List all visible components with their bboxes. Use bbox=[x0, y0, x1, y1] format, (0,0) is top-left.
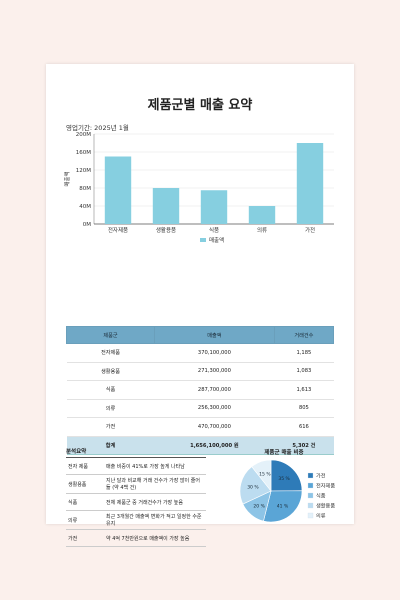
analysis-category: 생활용품 bbox=[66, 474, 104, 494]
table-header: 제품군 bbox=[66, 326, 155, 344]
analysis-category: 식품 bbox=[66, 493, 104, 511]
legend-swatch bbox=[307, 492, 314, 499]
legend-label: 생활용품 bbox=[316, 502, 335, 510]
y-tick-label: 40M bbox=[79, 204, 91, 210]
analysis-table: 전자 제품 매출 비중이 41%로 가장 높게 나타남 생활용품 지난 달과 비… bbox=[66, 457, 206, 547]
analysis-row: 가전 약 4억 7천만원으로 매출액이 가장 높음 bbox=[66, 529, 206, 547]
legend-label: 매출액 bbox=[209, 236, 224, 244]
table-row: 생활용품 271,300,000 1,083 bbox=[66, 362, 334, 381]
bar bbox=[104, 156, 132, 224]
table-row: 가전 470,700,000 616 bbox=[66, 417, 334, 437]
table-header-row: 제품군 매출액 거래건수 bbox=[66, 326, 335, 344]
analysis-row: 생활용품 지난 달과 비교해 거래 건수가 가장 많이 줄어듦 (약 4백 건) bbox=[66, 474, 206, 494]
analysis-text: 최근 3개월간 매출액 변화가 적고 일정한 수준 유지 bbox=[104, 510, 206, 530]
legend-label: 가전 bbox=[316, 472, 326, 480]
pie-slice bbox=[270, 459, 303, 492]
table-row: 식품 287,700,000 1,613 bbox=[66, 380, 334, 400]
table-header: 매출액 bbox=[154, 326, 275, 344]
table-cell: 1,613 bbox=[274, 380, 334, 400]
sales-table: 제품군 매출액 거래건수 전자제품 370,100,000 1,185 생활용품… bbox=[66, 326, 335, 455]
pie-slice-label: 20 % bbox=[253, 503, 265, 509]
table-cell: 전자제품 bbox=[66, 343, 155, 363]
table-cell: 합계 bbox=[66, 436, 155, 455]
legend-label: 의류 bbox=[316, 513, 326, 520]
table-row: 전자제품 370,100,000 1,185 bbox=[66, 343, 334, 363]
table-cell: 의류 bbox=[66, 399, 155, 418]
analysis-row: 의류 최근 3개월간 매출액 변화가 적고 일정한 수준 유지 bbox=[66, 510, 206, 530]
analysis-row: 식품 전체 제품군 중 거래건수가 가장 높음 bbox=[66, 493, 206, 511]
legend-label: 전자제품 bbox=[316, 482, 335, 490]
legend-swatch bbox=[307, 502, 314, 509]
y-tick-label: 160M bbox=[76, 150, 91, 156]
legend-swatch bbox=[307, 512, 314, 519]
analysis-category: 가전 bbox=[66, 529, 104, 547]
analysis-text: 지난 달과 비교해 거래 건수가 가장 많이 줄어듦 (약 4백 건) bbox=[104, 474, 206, 494]
table-cell: 287,700,000 bbox=[154, 380, 275, 400]
analysis-title: 분석요약 bbox=[66, 449, 87, 455]
y-tick-label: 200M bbox=[76, 132, 91, 138]
table-cell: 256,300,000 bbox=[154, 399, 275, 418]
page-title: 제품군별 매출 요약 bbox=[147, 98, 253, 113]
bar bbox=[200, 190, 228, 224]
x-tick-label: 가전 bbox=[305, 226, 315, 234]
table-cell: 1,185 bbox=[274, 343, 334, 363]
legend-swatch bbox=[200, 238, 206, 242]
legend-label: 식품 bbox=[316, 492, 326, 500]
analysis-text: 약 4억 7천만원으로 매출액이 가장 높음 bbox=[104, 529, 206, 547]
table-cell: 805 bbox=[274, 399, 334, 418]
table-header: 거래건수 bbox=[273, 326, 335, 344]
legend-swatch bbox=[307, 482, 314, 489]
table-cell: 370,100,000 bbox=[154, 343, 275, 363]
pie-slice bbox=[239, 466, 272, 505]
analysis-category: 전자 제품 bbox=[66, 457, 104, 475]
x-tick-label: 의류 bbox=[257, 227, 267, 234]
table-cell: 5,302 건 bbox=[274, 436, 334, 455]
y-tick-label: 80M bbox=[79, 186, 91, 192]
x-tick-label: 식품 bbox=[209, 226, 219, 234]
table-cell: 생활용품 bbox=[66, 362, 155, 381]
y-axis-label: 매출액 bbox=[63, 171, 71, 186]
report-page: 제품군별 매출 요약 영업기간: 2025년 1월 0M 40M 80M 120M 16… bbox=[46, 64, 354, 547]
legend-swatch bbox=[307, 472, 314, 479]
analysis-category: 의류 bbox=[66, 510, 104, 530]
y-tick-label: 0M bbox=[83, 222, 91, 228]
analysis-text: 전체 제품군 중 거래건수가 가장 높음 bbox=[104, 493, 206, 511]
analysis-row: 전자 제품 매출 비중이 41%로 가장 높게 나타남 bbox=[66, 457, 206, 475]
table-total-row: 합계 1,656,100,000 원 5,302 건 bbox=[66, 436, 334, 455]
table-cell: 470,700,000 bbox=[154, 417, 275, 437]
pie-slice-label: 30 % bbox=[247, 485, 259, 491]
table-cell: 1,656,100,000 원 bbox=[154, 436, 275, 455]
bar bbox=[248, 206, 276, 224]
pie-slice bbox=[263, 490, 303, 523]
bar bbox=[296, 143, 324, 224]
pie-slice-label: 41 % bbox=[277, 504, 289, 510]
table-cell: 가전 bbox=[66, 417, 155, 437]
pie-slice-label: 15 % bbox=[259, 471, 271, 477]
table-row: 의류 256,300,000 805 bbox=[66, 399, 334, 418]
period-label: 영업기간: 2025년 1월 bbox=[66, 124, 129, 132]
table-cell: 271,300,000 bbox=[154, 362, 275, 381]
analysis-text: 매출 비중이 41%로 가장 높게 나타남 bbox=[104, 457, 206, 475]
x-tick-label: 생활용품 bbox=[156, 226, 176, 234]
y-tick-label: 120M bbox=[76, 168, 91, 174]
table-cell: 1,083 bbox=[274, 362, 334, 381]
table-cell: 식품 bbox=[66, 380, 155, 400]
x-tick-label: 전자제품 bbox=[108, 226, 128, 234]
table-cell: 616 bbox=[274, 417, 334, 437]
pie-chart-title: 제품군 매출 비중 bbox=[264, 450, 304, 456]
pie-slice bbox=[251, 459, 272, 492]
pie-slice-label: 35 % bbox=[278, 476, 290, 482]
bar bbox=[152, 188, 180, 224]
